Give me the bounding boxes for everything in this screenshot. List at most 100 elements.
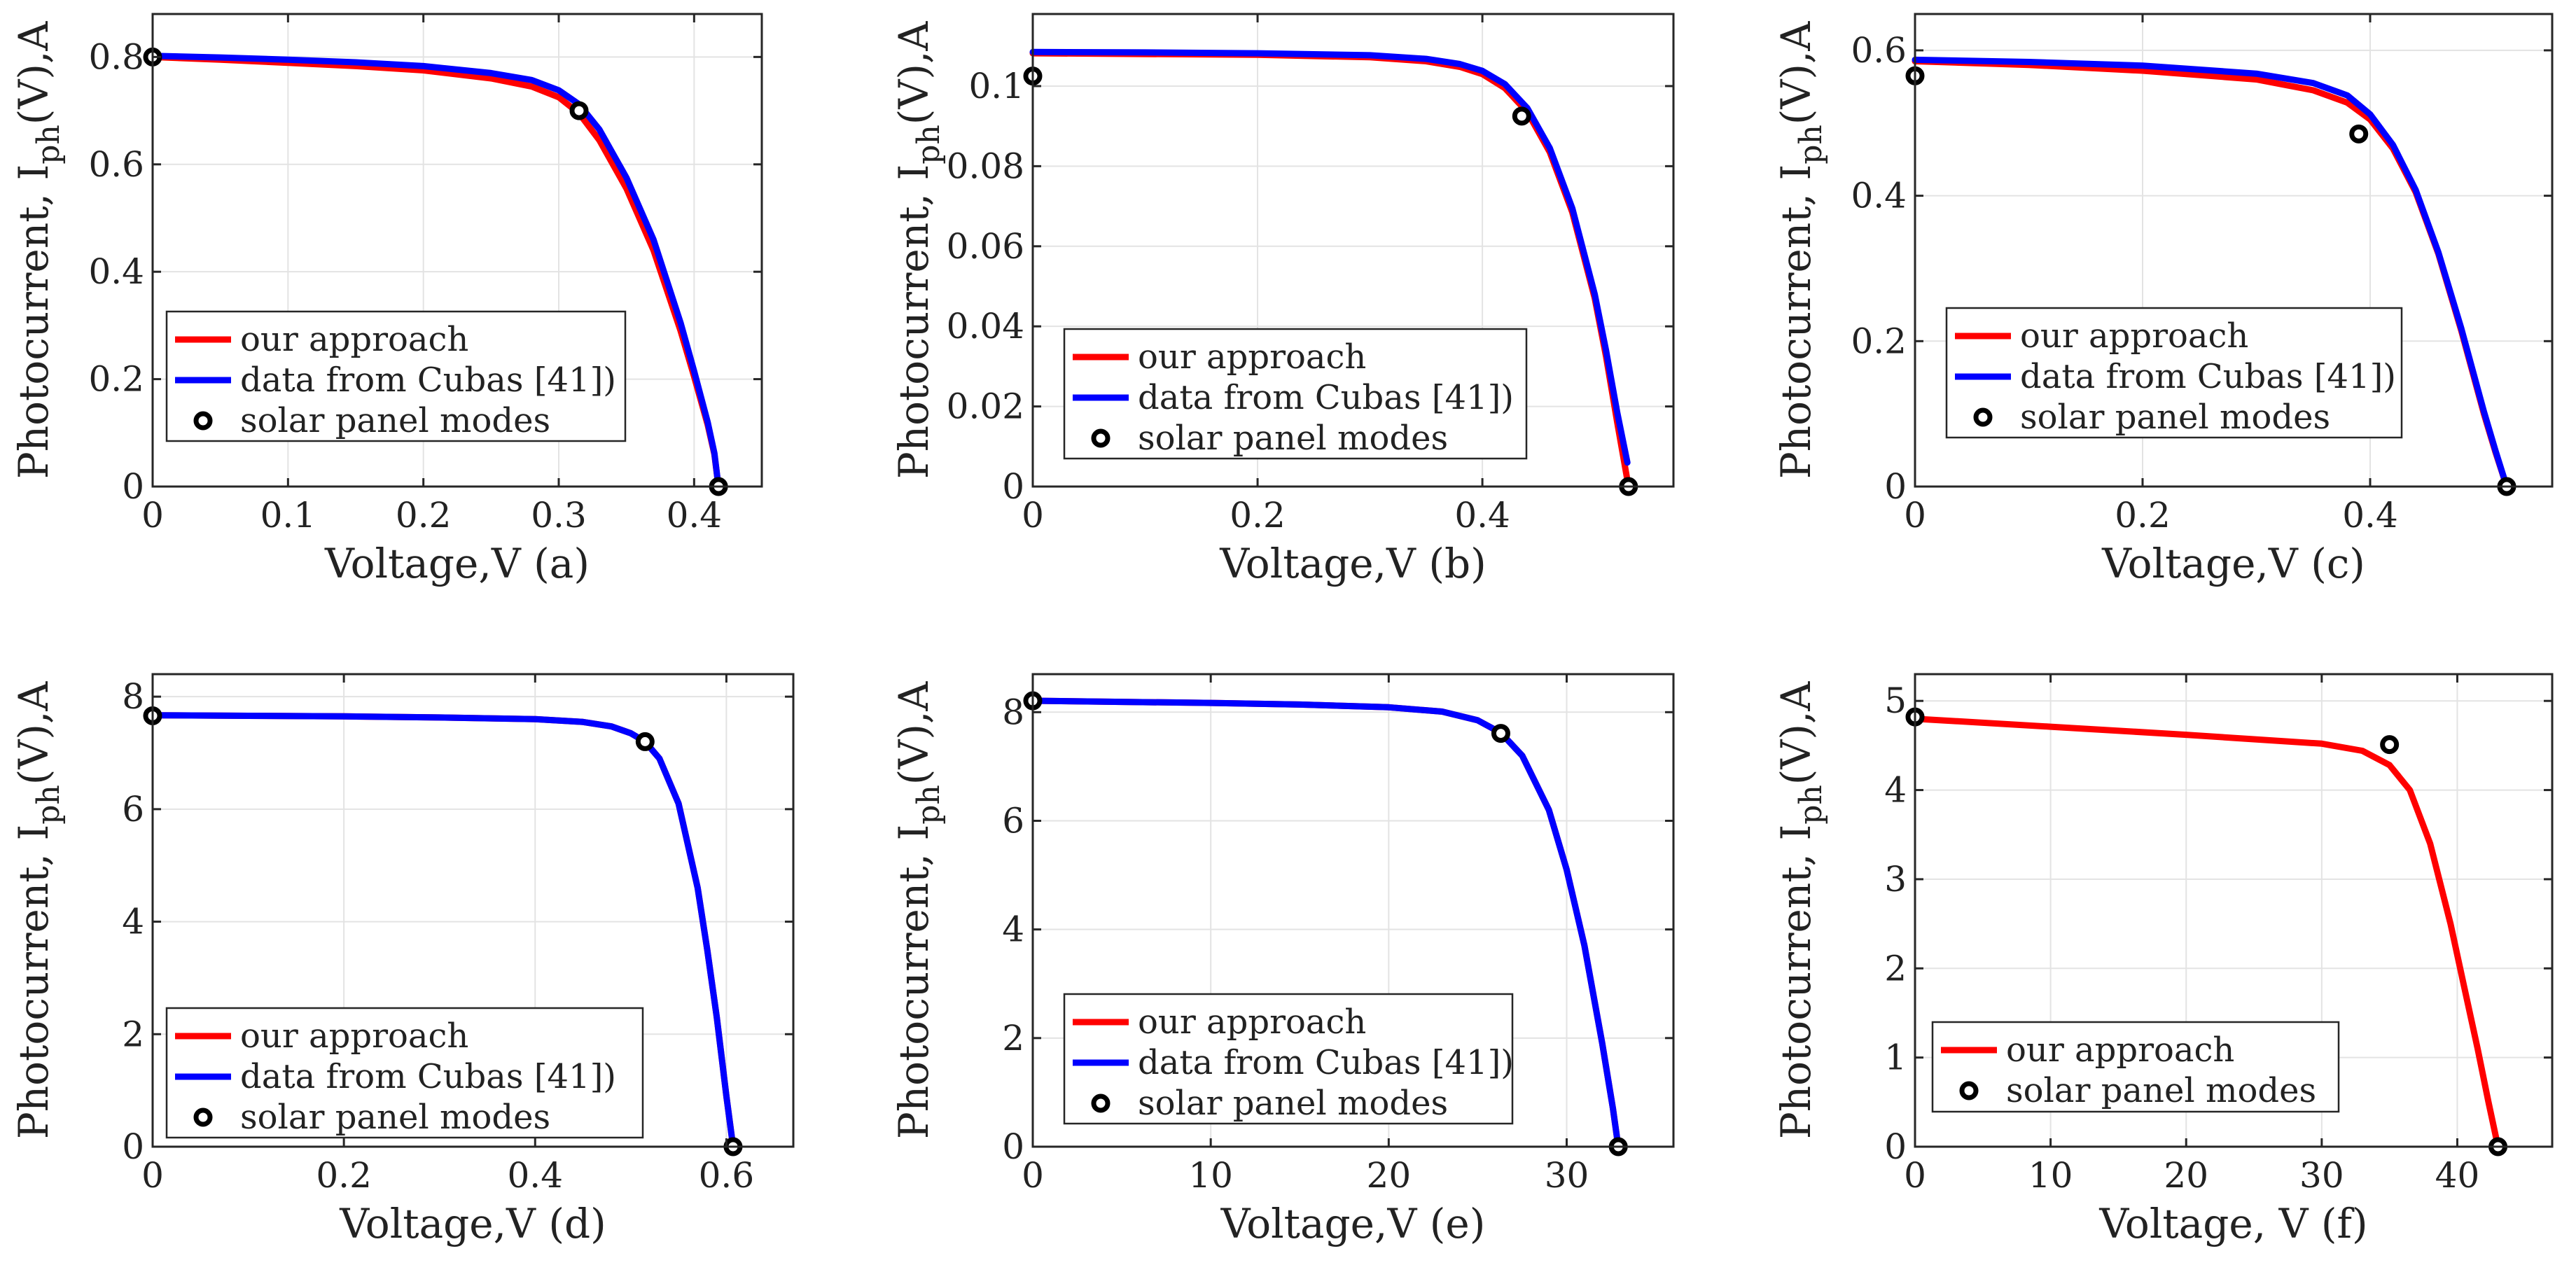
x-tick-label: 0 xyxy=(1022,1155,1044,1196)
plot-panel-a: 0 0.1 0.2 0.3 0.4 0 0.2 0.4 0.6 0.8 Voltage,V (a) P… xyxy=(10,13,763,587)
x-axis-title: Voltage, V (f) xyxy=(2098,1200,2367,1247)
axes-frame xyxy=(1914,13,2554,488)
x-tick-label: 30 xyxy=(1545,1155,1589,1196)
x-tick-label: 10 xyxy=(1188,1155,1233,1196)
series-line-cubas xyxy=(1912,56,2510,490)
legend-entry-label: solar panel modes xyxy=(1138,1084,1448,1123)
y-axis-title-tail: (V),A xyxy=(1772,21,1820,125)
y-tick-label: 5 xyxy=(1884,680,1907,721)
y-axis-title-tail: (V),A xyxy=(890,21,938,125)
x-tick-label: 0.3 xyxy=(531,495,587,536)
solar-panel-mode-point xyxy=(1512,106,1531,126)
y-axis-title-subscript: ph xyxy=(31,125,67,165)
y-tick-label: 0.2 xyxy=(88,359,144,400)
x-tick-label: 0.6 xyxy=(699,1155,755,1196)
y-axis-title: Photocurrent, Iph(V),A xyxy=(10,681,67,1140)
x-tick-label: 0.2 xyxy=(396,495,452,536)
x-tick-label: 0.2 xyxy=(316,1155,372,1196)
legend-entry-label: data from Cubas [41]) xyxy=(240,1057,616,1096)
legend-entry-label: solar panel modes xyxy=(2020,398,2330,437)
x-tick-label: 30 xyxy=(2299,1155,2344,1196)
axes-frame xyxy=(1914,673,2554,1148)
series-line-our-approach xyxy=(1912,715,2502,1150)
y-tick-label: 8 xyxy=(122,676,144,717)
legend-marker-swatch xyxy=(1973,407,1993,427)
legend-entry-label: solar panel modes xyxy=(240,401,550,440)
y-tick-label: 6 xyxy=(1002,800,1024,841)
y-axis-title-main: Photocurrent, I xyxy=(1772,825,1820,1140)
x-axis-title: Voltage,V (b) xyxy=(1219,540,1487,587)
legend-box xyxy=(1063,328,1528,460)
plot-panel-f: 0 10 20 30 40 0 1 2 3 4 5 Voltage, V (f) Photocurren… xyxy=(1772,673,2554,1247)
y-tick-label: 0.1 xyxy=(968,66,1024,106)
legend-entry-label: data from Cubas [41]) xyxy=(1138,1043,1514,1082)
legend-marker-swatch xyxy=(1091,1093,1111,1113)
axes-frame xyxy=(151,673,795,1148)
y-tick-label: 4 xyxy=(122,902,144,942)
x-tick-label: 0.4 xyxy=(667,495,723,536)
y-tick-label: 0 xyxy=(1002,1126,1024,1167)
y-tick-label: 0.8 xyxy=(88,36,144,77)
legend-box xyxy=(1931,1021,2340,1113)
solar-panel-mode-point xyxy=(635,732,655,751)
legend-entry-label: data from Cubas [41]) xyxy=(240,361,616,400)
y-tick-label: 1 xyxy=(1884,1037,1907,1078)
legend-marker-swatch xyxy=(1959,1081,1979,1100)
y-tick-label: 0.4 xyxy=(1851,176,1907,216)
y-tick-label: 0 xyxy=(122,1126,144,1167)
x-tick-label: 0.1 xyxy=(260,495,316,536)
y-tick-label: 2 xyxy=(1884,948,1907,988)
y-tick-label: 0 xyxy=(1002,466,1024,507)
y-axis-title-subscript: ph xyxy=(1793,125,1829,165)
y-axis-title-tail: (V),A xyxy=(890,681,938,785)
x-tick-label: 0 xyxy=(141,1155,164,1196)
y-axis-title: Photocurrent, Iph(V),A xyxy=(1772,21,1829,480)
y-axis-title-tail: (V),A xyxy=(10,681,57,785)
x-tick-label: 0 xyxy=(141,495,164,536)
x-tick-label: 0.2 xyxy=(2115,495,2171,536)
y-axis-title-main: Photocurrent, I xyxy=(890,825,938,1140)
y-tick-label: 0 xyxy=(122,466,144,507)
x-tick-label: 20 xyxy=(2164,1155,2208,1196)
plot-panel-c: 0 0.2 0.4 0 0.2 0.4 0.6 Voltage,V (c) Photocurre… xyxy=(1772,13,2554,587)
legend-box xyxy=(1063,993,1514,1125)
x-axis-title: Voltage,V (c) xyxy=(2101,540,2365,587)
x-tick-label: 0.2 xyxy=(1230,495,1286,536)
legend-box xyxy=(165,1007,644,1139)
legend-entry-label: our approach xyxy=(1138,337,1366,377)
x-axis-title: Voltage,V (e) xyxy=(1220,1200,1486,1247)
x-tick-label: 20 xyxy=(1367,1155,1412,1196)
legend-entry-label: data from Cubas [41]) xyxy=(2020,357,2396,396)
y-tick-label: 0.04 xyxy=(947,306,1024,347)
y-tick-label: 3 xyxy=(1884,859,1907,900)
y-axis-title: Photocurrent, Iph(V),A xyxy=(10,21,67,480)
legend-entry-label: data from Cubas [41]) xyxy=(1138,378,1514,417)
y-axis-title-tail: (V),A xyxy=(10,21,57,125)
y-axis-title-main: Photocurrent, I xyxy=(10,165,57,480)
y-tick-label: 6 xyxy=(122,789,144,830)
y-tick-label: 2 xyxy=(122,1014,144,1054)
solar-panel-mode-point xyxy=(2349,124,2369,144)
y-axis-title-main: Photocurrent, I xyxy=(890,165,938,480)
axes-frame xyxy=(1031,673,1675,1148)
plot-panel-e: 0 10 20 30 0 2 4 6 8 Voltage,V (e) Photocurrent, I… xyxy=(890,673,1675,1247)
y-tick-label: 0.6 xyxy=(88,144,144,185)
y-axis-title-subscript: ph xyxy=(1793,785,1829,825)
axes-frame xyxy=(151,13,763,488)
y-tick-label: 0.06 xyxy=(947,226,1024,267)
legend-box xyxy=(165,310,627,442)
x-tick-label: 0 xyxy=(1022,495,1044,536)
y-axis-title: Photocurrent, Iph(V),A xyxy=(890,21,947,480)
x-tick-label: 0 xyxy=(1904,1155,1926,1196)
x-tick-label: 0.4 xyxy=(1454,495,1510,536)
axes-frame xyxy=(1031,13,1675,488)
series-line-cubas xyxy=(1029,48,1631,466)
y-tick-label: 0.02 xyxy=(947,386,1024,427)
y-tick-label: 4 xyxy=(1884,770,1907,811)
legend-entry-label: our approach xyxy=(2020,316,2248,356)
legend-marker-swatch xyxy=(1091,428,1111,448)
